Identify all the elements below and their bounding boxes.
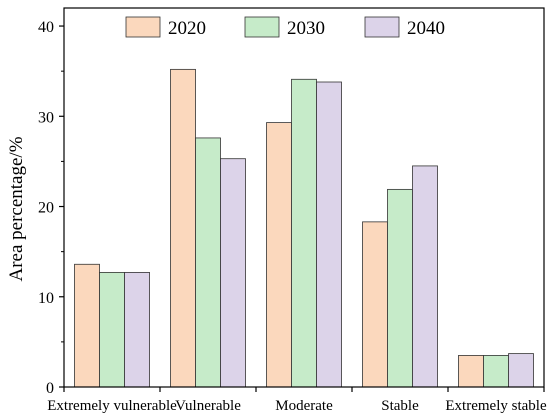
y-tick-label-10: 10: [38, 290, 54, 307]
x-tick-label-2: Moderate: [275, 398, 333, 414]
bar-2020-2: [266, 122, 292, 388]
y-axis-label: Area percentage/%: [6, 136, 27, 281]
x-tick-label-3: Stable: [381, 398, 419, 414]
legend-label-2030: 2030: [287, 18, 325, 39]
legend-swatch-2020: [125, 16, 161, 38]
y-tick-label-0: 0: [46, 380, 54, 397]
bar-2040-2: [316, 81, 342, 388]
y-tick-label-20: 20: [38, 200, 54, 217]
bars-group: [74, 68, 534, 388]
legend-swatch-2030: [244, 16, 280, 38]
legend-label-2020: 2020: [168, 18, 206, 39]
x-tick-label-4: Extremely stable: [445, 398, 547, 414]
legend-swatch-2040: [364, 16, 400, 38]
bar-2030-1: [195, 137, 221, 388]
bar-2020-0: [74, 263, 100, 388]
x-tick-label-1: Vulnerable: [175, 398, 241, 414]
bar-2040-0: [124, 271, 150, 388]
legend: 2020 2030 2040: [125, 16, 445, 39]
bar-2030-2: [291, 78, 317, 388]
bar-2030-4: [483, 355, 509, 388]
legend-label-2040: 2040: [407, 18, 445, 39]
bar-2040-3: [412, 165, 438, 388]
bar-2040-4: [508, 353, 534, 388]
y-tick-label-40: 40: [38, 19, 54, 36]
y-tick-label-30: 30: [38, 109, 54, 126]
bar-2040-1: [220, 158, 246, 388]
plot-frame: [63, 7, 545, 388]
bar-2030-3: [387, 188, 413, 388]
x-tick-label-0: Extremely vulnerable: [47, 398, 177, 414]
bar-2030-0: [99, 271, 125, 388]
bar-2020-3: [362, 221, 388, 388]
bar-2020-4: [458, 355, 484, 388]
bar-2020-1: [170, 68, 196, 388]
